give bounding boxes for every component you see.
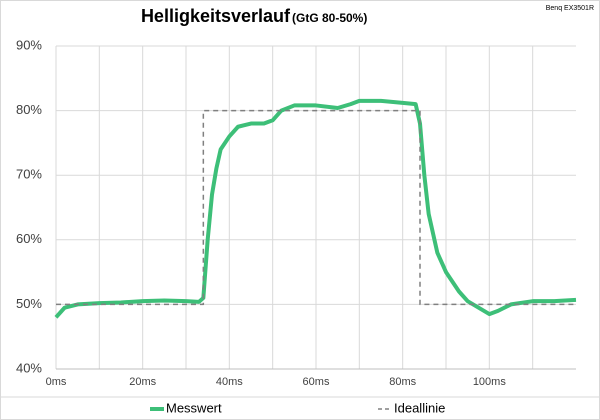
annotation: Benq EX3501R <box>546 5 594 12</box>
y-tick-label: 80% <box>16 102 42 117</box>
legend-label: Ideallinie <box>394 400 445 415</box>
y-tick-label: 90% <box>16 37 42 52</box>
x-tick-label: 40ms <box>216 376 243 388</box>
y-tick-label: 40% <box>16 360 42 375</box>
x-tick-label: 60ms <box>303 376 330 388</box>
legend-label: Messwert <box>166 400 222 415</box>
y-tick-label: 70% <box>16 167 42 182</box>
chart-subtitle: (GtG 80-50%) <box>292 11 367 25</box>
x-tick-label: 100ms <box>473 376 507 388</box>
x-tick-label: 0ms <box>46 376 67 388</box>
data-line <box>54 98 577 319</box>
y-tick-label: 50% <box>16 296 42 311</box>
x-tick-label: 20ms <box>129 376 156 388</box>
data-line <box>56 109 576 306</box>
chart-title: Helligkeitsverlauf <box>141 6 291 26</box>
x-tick-label: 80ms <box>389 376 416 388</box>
y-tick-label: 60% <box>16 231 42 246</box>
